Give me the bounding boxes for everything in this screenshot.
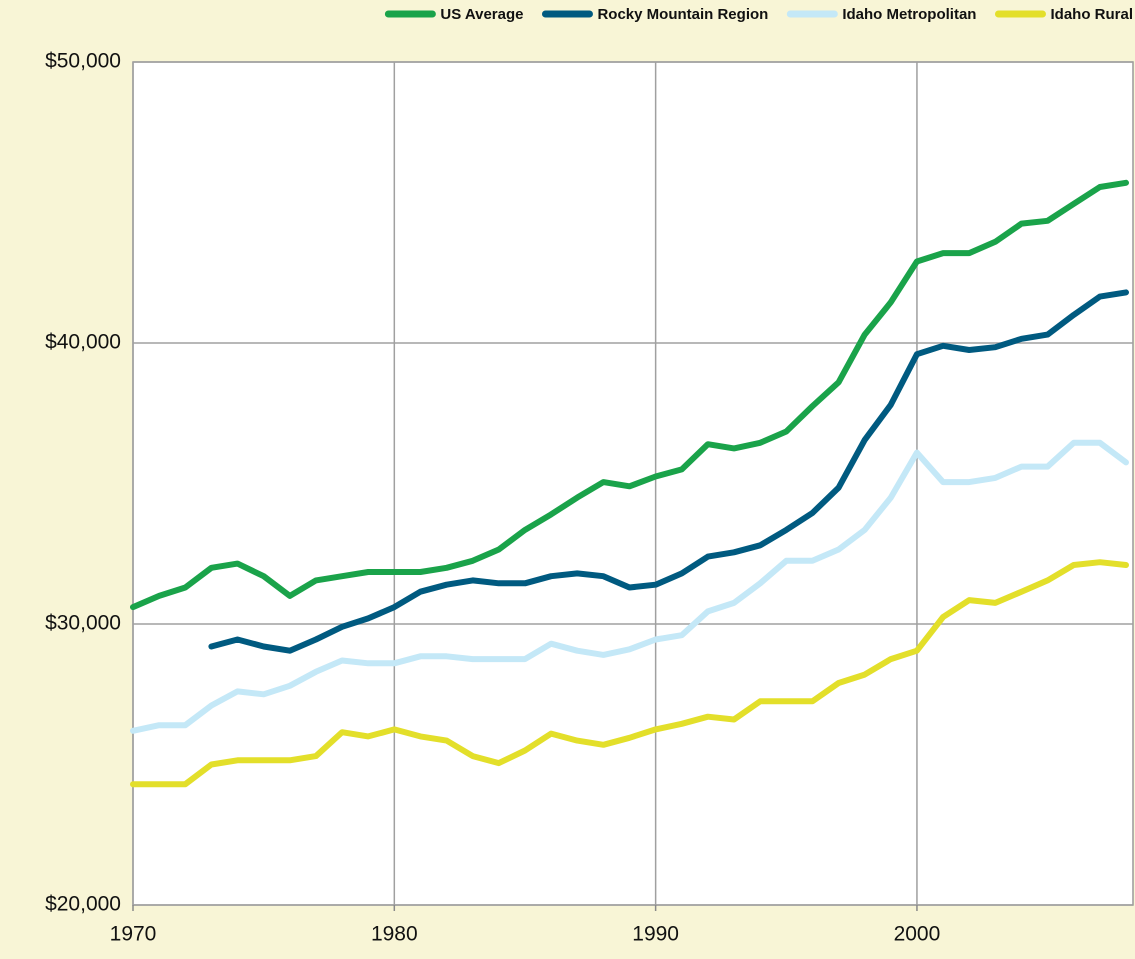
legend-label: US Average — [440, 6, 523, 23]
x-tick-label: 1970 — [110, 923, 157, 946]
x-tick-label: 2000 — [894, 923, 941, 946]
y-tick-label: $30,000 — [45, 612, 121, 635]
y-tick-label: $50,000 — [45, 50, 121, 73]
data-line — [208, 289, 1129, 654]
data-line — [130, 559, 1129, 788]
legend-label: Idaho Metropolitan — [842, 6, 976, 23]
legend: US Average Rocky Mountain Region Idaho Met… — [384, 6, 1133, 23]
data-line — [130, 179, 1129, 611]
y-tick-label: $20,000 — [45, 893, 121, 916]
legend-label: Idaho Rural — [1050, 6, 1133, 23]
x-tick-label: 1980 — [371, 923, 418, 946]
y-tick-label: $40,000 — [45, 331, 121, 354]
x-tick-label: 1990 — [632, 923, 679, 946]
data-line — [130, 439, 1129, 734]
legend-label: Rocky Mountain Region — [597, 6, 768, 23]
